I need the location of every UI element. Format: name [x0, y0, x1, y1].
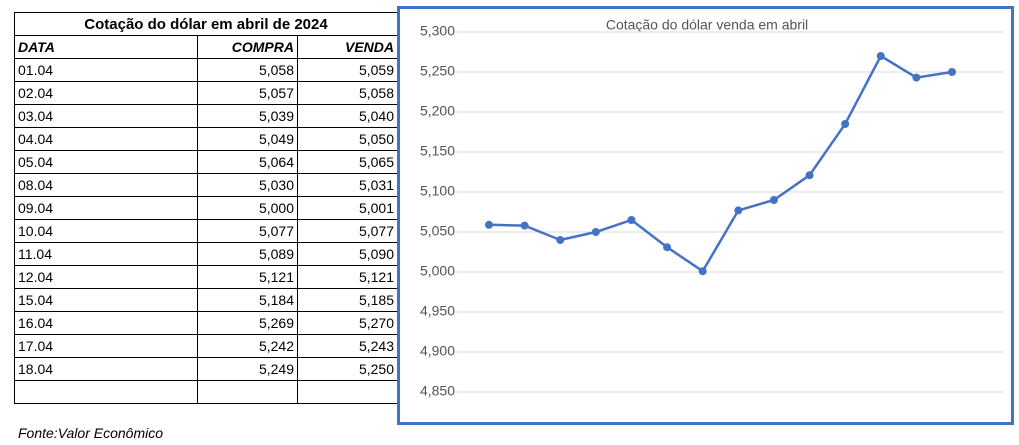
table-cell: 10.04 [14, 219, 198, 243]
data-point [841, 120, 850, 128]
table-cell: 16.04 [14, 311, 198, 335]
table-cell: 5,059 [297, 58, 398, 82]
table-cell: 5,089 [197, 242, 298, 266]
y-tick-label: 5,150 [420, 143, 455, 159]
data-table: Cotação do dólar em abril de 2024 DATA CO… [14, 12, 398, 404]
table-cell [297, 380, 398, 404]
table-cell [14, 380, 198, 404]
y-tick-label: 4,850 [420, 383, 455, 399]
table-cell: 5,030 [197, 173, 298, 197]
table-row: 02.04 5,057 5,058 [14, 81, 398, 105]
table-cell: 5,050 [297, 127, 398, 151]
data-point [556, 236, 565, 244]
table-row: 16.04 5,269 5,270 [14, 311, 398, 335]
table-row: 11.04 5,089 5,090 [14, 242, 398, 266]
table-row [14, 380, 398, 404]
table-row: 09.04 5,000 5,001 [14, 196, 398, 220]
table-row: 15.04 5,184 5,185 [14, 288, 398, 312]
data-point [591, 228, 600, 236]
table-cell: 5,121 [197, 265, 298, 289]
column-header: COMPRA [197, 35, 298, 59]
table-cell: 5,185 [297, 288, 398, 312]
table-cell: 17.04 [14, 334, 198, 358]
chart-title: Cotação do dólar venda em abril [606, 17, 808, 33]
table-row: 12.04 5,121 5,121 [14, 265, 398, 289]
data-point [805, 171, 814, 180]
table-cell: 5,049 [197, 127, 298, 151]
table-row: 01.04 5,058 5,059 [14, 58, 398, 82]
table-cell: 03.04 [14, 104, 198, 128]
table-cell: 5,270 [297, 311, 398, 335]
table-cell: 5,077 [197, 219, 298, 243]
data-point [485, 220, 493, 229]
table-cell: 5,249 [197, 357, 298, 381]
table-cell: 5,039 [197, 104, 298, 128]
chart-frame [397, 6, 1014, 425]
table-cell: 5,077 [297, 219, 398, 243]
column-header: VENDA [297, 35, 398, 59]
table-cell: 5,040 [297, 104, 398, 128]
data-point [876, 52, 885, 60]
table-row: 05.04 5,064 5,065 [14, 150, 398, 174]
data-point [663, 243, 672, 252]
y-tick-label: 4,950 [420, 303, 455, 319]
table-cell: 12.04 [14, 265, 198, 289]
data-point [627, 216, 636, 224]
table-cell: 09.04 [14, 196, 198, 220]
data-point [912, 73, 921, 82]
table-cell: 18.04 [14, 357, 198, 381]
data-point [520, 221, 529, 230]
column-header: DATA [14, 35, 198, 59]
table-row: 03.04 5,039 5,040 [14, 104, 398, 128]
y-tick-label: 5,100 [420, 183, 455, 199]
data-point [734, 206, 743, 215]
table-cell [197, 380, 298, 404]
table-cell: 5,243 [297, 334, 398, 358]
table-cell: 5,064 [197, 150, 298, 174]
table-cell: 5,001 [297, 196, 398, 220]
table-row: 10.04 5,077 5,077 [14, 219, 398, 243]
table-cell: 5,000 [197, 196, 298, 220]
y-tick-label: 5,300 [420, 23, 455, 39]
table-cell: 5,031 [297, 173, 398, 197]
data-point [948, 68, 956, 76]
table-cell: 5,058 [297, 81, 398, 105]
table-cell: 08.04 [14, 173, 198, 197]
y-tick-label: 5,200 [420, 103, 455, 119]
table-cell: 5,242 [197, 334, 298, 358]
y-tick-label: 5,000 [420, 263, 455, 279]
table-cell: 5,269 [197, 311, 298, 335]
data-point [769, 196, 778, 204]
series-line [488, 54, 953, 273]
table-cell: 5,250 [297, 357, 398, 381]
table-row: 04.04 5,049 5,050 [14, 127, 398, 151]
chart: Cotação do dólar venda em abril 4,850 4,9… [397, 6, 1014, 425]
table-cell: 01.04 [14, 58, 198, 82]
data-point [698, 267, 707, 276]
source: Fonte:Valor Econômico [18, 425, 163, 441]
table-cell: 5,057 [197, 81, 298, 105]
table-cell: 05.04 [14, 150, 198, 174]
table-cell: 5,058 [197, 58, 298, 82]
table-cell: 5,121 [297, 265, 398, 289]
table-row: 18.04 5,249 5,250 [14, 357, 398, 381]
y-tick-label: 5,050 [420, 223, 455, 239]
table-cell: 5,184 [197, 288, 298, 312]
table-row: 17.04 5,242 5,243 [14, 334, 398, 358]
table-cell: 02.04 [14, 81, 198, 105]
table-row: 08.04 5,030 5,031 [14, 173, 398, 197]
table-cell: 04.04 [14, 127, 198, 151]
table-cell: 15.04 [14, 288, 198, 312]
y-tick-label: 5,250 [420, 63, 455, 79]
table-cell: 5,090 [297, 242, 398, 266]
y-tick-label: 4,900 [420, 343, 455, 359]
table-title: Cotação do dólar em abril de 2024 [14, 12, 398, 36]
table-cell: 5,065 [297, 150, 398, 174]
table-cell: 11.04 [14, 242, 198, 266]
